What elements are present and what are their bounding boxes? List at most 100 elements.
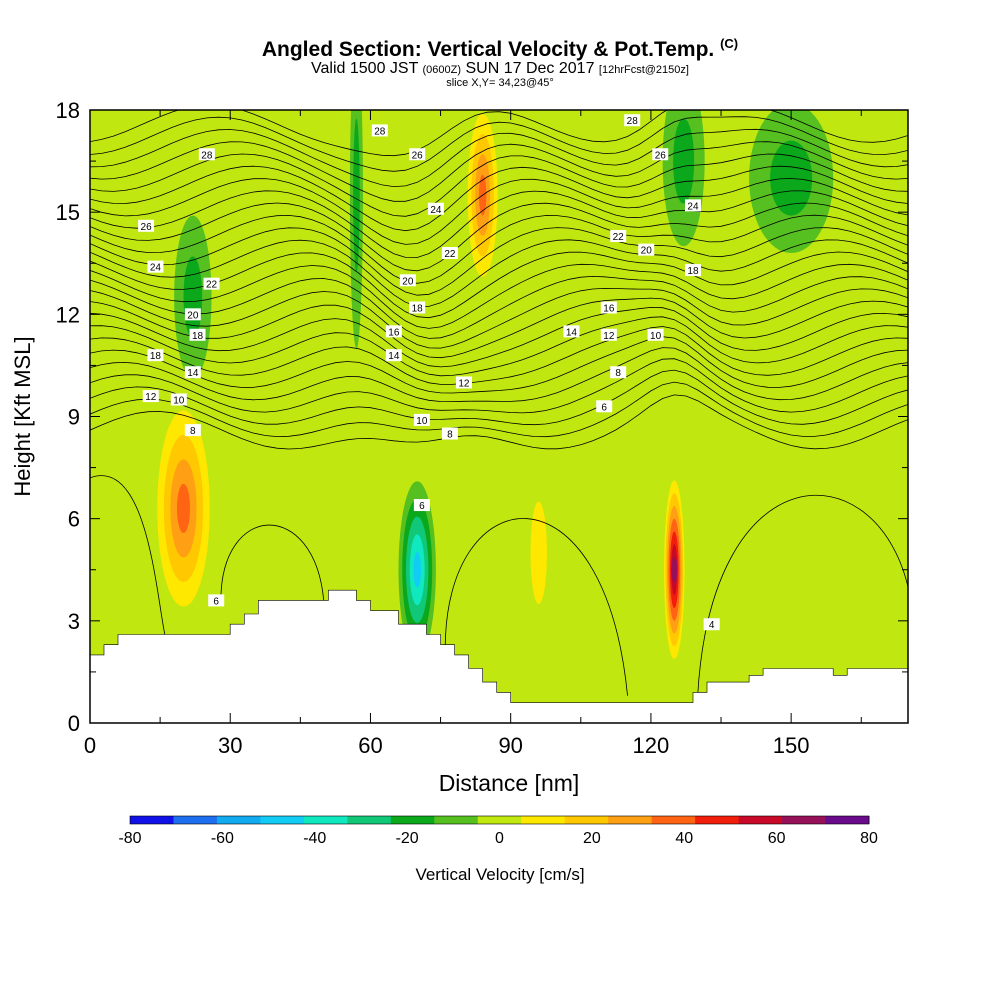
contour-label-box — [170, 393, 187, 406]
contour-label-text: 26 — [141, 222, 153, 233]
contour-label: 10 — [647, 328, 664, 342]
slice-info: slice X,Y= 34,23@45° — [446, 77, 554, 89]
contour-label-text: 14 — [566, 327, 578, 338]
contour-label: 24 — [147, 260, 164, 274]
velocity-level — [176, 483, 191, 533]
contour-labels: 28 26 24 22 20 18 18 14 12 10 8 6 28 26 24 22 20 18 16 14 10… — [138, 114, 720, 631]
contour-label-box — [600, 328, 617, 341]
contour-label-text: 20 — [402, 276, 414, 287]
velocity-cell — [398, 481, 436, 659]
colorbar-tick-label: 40 — [675, 830, 693, 847]
copyright-mark: (C) — [720, 36, 739, 51]
velocity-level — [673, 118, 695, 204]
contour-label-text: 6 — [419, 501, 425, 512]
velocity-cell — [349, 110, 363, 349]
theta-contour — [90, 297, 908, 359]
velocity-cell — [662, 110, 705, 247]
contour-label-box — [427, 202, 444, 215]
colorbar: -80 -60 -40 -20 0 20 40 60 80 Vertical Velocity [… — [118, 815, 878, 884]
contour-label-text: 12 — [458, 378, 470, 389]
velocity-level — [413, 552, 421, 588]
contour-label-text: 26 — [655, 150, 667, 161]
theta-contour — [90, 275, 908, 339]
x-tick-label: 150 — [773, 733, 810, 758]
contour-label-text: 16 — [603, 304, 615, 315]
contour-label-box — [413, 413, 430, 426]
colorbar-tick-label: 60 — [768, 830, 786, 847]
contour-label-box — [189, 328, 206, 341]
colorbar-swatch — [521, 816, 566, 824]
theta-contour — [90, 141, 908, 202]
colorbar-swatch — [216, 816, 261, 824]
colorbar-frame — [129, 815, 870, 825]
theta-contour — [90, 394, 908, 450]
contour-label-text: 16 — [388, 327, 400, 338]
theta-contour — [90, 202, 908, 272]
y-axis-label: Height [Kft MSL] — [10, 336, 35, 496]
theta-contour — [90, 316, 908, 377]
velocity-level — [530, 501, 547, 604]
contour-label-text: 24 — [150, 263, 162, 274]
contour-label: 22 — [441, 247, 458, 260]
x-tick-label: 120 — [633, 733, 670, 758]
colorbar-swatch — [651, 816, 696, 824]
valid-prefix: Valid 1500 JST — [311, 60, 419, 77]
theta-contour — [90, 475, 166, 635]
theta-contour — [90, 214, 908, 284]
contour-label: 26 — [652, 148, 669, 161]
contour-label: 8 — [610, 366, 627, 379]
contour-label-text: 10 — [416, 416, 428, 427]
contour-label: 18 — [189, 328, 206, 342]
contour-label: 8 — [184, 424, 201, 437]
contour-label-text: 18 — [150, 351, 162, 362]
contour-label: 28 — [624, 114, 641, 127]
contour-label-box — [596, 400, 613, 413]
contour-label-text: 28 — [374, 126, 386, 137]
contour-label: 6 — [596, 400, 613, 413]
contour-label-box — [610, 366, 627, 379]
contour-label: 18 — [684, 264, 701, 277]
contour-label: 16 — [600, 301, 617, 315]
theta-contour — [90, 190, 908, 258]
contour-label-box — [610, 230, 627, 243]
colorbar-swatch — [825, 816, 870, 824]
contour-label-box — [703, 618, 720, 631]
theta-contour — [90, 251, 908, 319]
x-tick-label: 0 — [84, 733, 96, 758]
contour-label-box — [563, 325, 580, 338]
chart-subtitle: Valid 1500 JST (0600Z) SUN 17 Dec 2017 [… — [0, 60, 1000, 78]
theta-contour — [90, 358, 908, 414]
contour-label: 8 — [441, 427, 458, 441]
contour-label: 14 — [563, 325, 580, 338]
colorbar-tick-label: -40 — [303, 830, 326, 847]
contour-label-box — [138, 219, 155, 232]
x-tick-label: 60 — [358, 733, 382, 758]
colorbar-tick-label: -60 — [211, 830, 234, 847]
contour-label: 10 — [170, 393, 187, 406]
theta-contours — [90, 110, 908, 696]
contour-label-text: 18 — [687, 266, 699, 277]
chart-title-main: Angled Section: Vertical Velocity & Pot.… — [261, 38, 715, 61]
contour-label-box — [198, 148, 215, 161]
contour-label: 14 — [184, 366, 201, 379]
contour-label-text: 12 — [603, 331, 615, 342]
contour-label-box — [208, 594, 225, 607]
theta-contour — [90, 165, 908, 232]
chart-title: Angled Section: Vertical Velocity & Pot.… — [0, 36, 1000, 62]
contour-label: 12 — [455, 376, 472, 389]
contour-label-box — [441, 247, 458, 260]
contour-label-box — [371, 124, 388, 137]
contour-label-box — [684, 264, 701, 277]
contour-label: 26 — [409, 148, 426, 161]
contour-label: 18 — [409, 301, 426, 315]
theta-contour — [444, 518, 628, 696]
colorbar-swatch — [434, 816, 479, 824]
contour-label-box — [184, 424, 201, 437]
velocity-cell — [150, 385, 217, 632]
colorbar-swatch — [347, 816, 392, 824]
contour-label-box — [409, 148, 426, 161]
y-tick-label: 0 — [68, 711, 80, 736]
terrain-mask — [90, 589, 908, 723]
theta-contour — [90, 287, 908, 349]
